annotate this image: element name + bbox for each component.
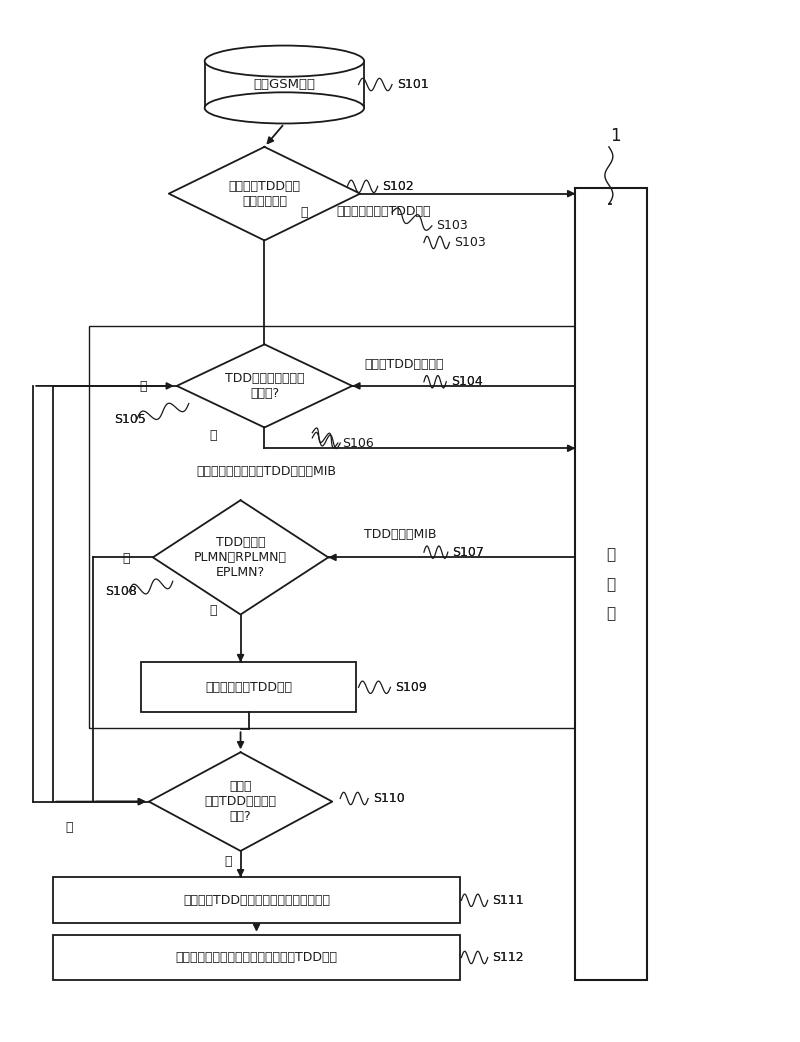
Text: S109: S109 (395, 680, 427, 694)
Polygon shape (177, 344, 352, 427)
Ellipse shape (205, 93, 364, 124)
Text: TDD小区的
PLMN是RPLMN或
EPLMN?: TDD小区的 PLMN是RPLMN或 EPLMN? (194, 536, 287, 579)
Text: TDD小区的MIB: TDD小区的MIB (364, 528, 437, 541)
Text: 搜到的TDD小区信息: 搜到的TDD小区信息 (364, 357, 444, 371)
Text: 还有其
它的TDD小区需要
搜索?: 还有其 它的TDD小区需要 搜索? (205, 780, 277, 823)
Text: S104: S104 (451, 375, 482, 389)
Text: 请求物理层搜索TDD小区: 请求物理层搜索TDD小区 (336, 205, 430, 218)
Text: 切换物理层，立即重选到信号最强的TDD小区: 切换物理层，立即重选到信号最强的TDD小区 (175, 951, 338, 964)
Text: 等待物理层读相应的TDD小区的MIB: 等待物理层读相应的TDD小区的MIB (197, 465, 337, 477)
Bar (54, 877, 460, 923)
Text: 否: 否 (225, 855, 232, 868)
Text: 是: 是 (209, 604, 217, 617)
Text: S101: S101 (398, 78, 430, 91)
Text: S110: S110 (373, 792, 405, 805)
Bar (141, 663, 356, 713)
Polygon shape (149, 752, 332, 851)
Text: 驻留GSM小区: 驻留GSM小区 (254, 78, 315, 91)
Text: S111: S111 (493, 894, 524, 907)
Text: 将保存的TDD小区按照信号强度进行排序: 将保存的TDD小区按照信号强度进行排序 (183, 894, 330, 907)
Text: S104: S104 (451, 375, 482, 389)
Text: 1: 1 (610, 127, 621, 146)
Text: S108: S108 (105, 586, 137, 598)
Polygon shape (169, 147, 360, 241)
Text: S108: S108 (105, 586, 137, 598)
Text: S107: S107 (453, 546, 485, 559)
Text: S111: S111 (493, 894, 524, 907)
Text: S105: S105 (114, 413, 146, 425)
Text: S110: S110 (373, 792, 405, 805)
Bar (89, 326, 575, 727)
Text: 定时搜索TDD小区
的定时器超时: 定时搜索TDD小区 的定时器超时 (229, 179, 301, 207)
Text: S102: S102 (382, 180, 414, 193)
Bar (575, 189, 647, 981)
Text: 物
理
层: 物 理 层 (606, 547, 616, 621)
Text: S103: S103 (454, 235, 486, 249)
Text: S112: S112 (493, 951, 524, 964)
Polygon shape (153, 500, 328, 615)
Text: S107: S107 (453, 546, 485, 559)
Text: 保存搜索到的TDD小区: 保存搜索到的TDD小区 (205, 680, 292, 694)
Text: 是: 是 (209, 429, 217, 442)
Text: S112: S112 (493, 951, 524, 964)
Text: TDD小区的信号强度
大于零?: TDD小区的信号强度 大于零? (225, 372, 304, 400)
Text: S101: S101 (398, 78, 430, 91)
Ellipse shape (205, 46, 364, 77)
Text: S102: S102 (382, 180, 414, 193)
Text: 否: 否 (139, 380, 147, 394)
Text: 否: 否 (123, 552, 130, 565)
Bar (54, 935, 460, 981)
Text: 是: 是 (66, 821, 73, 834)
Text: 是: 是 (301, 206, 308, 219)
Text: S105: S105 (114, 413, 146, 425)
Text: S103: S103 (436, 220, 468, 232)
Text: S106: S106 (342, 437, 374, 449)
Text: S109: S109 (395, 680, 427, 694)
